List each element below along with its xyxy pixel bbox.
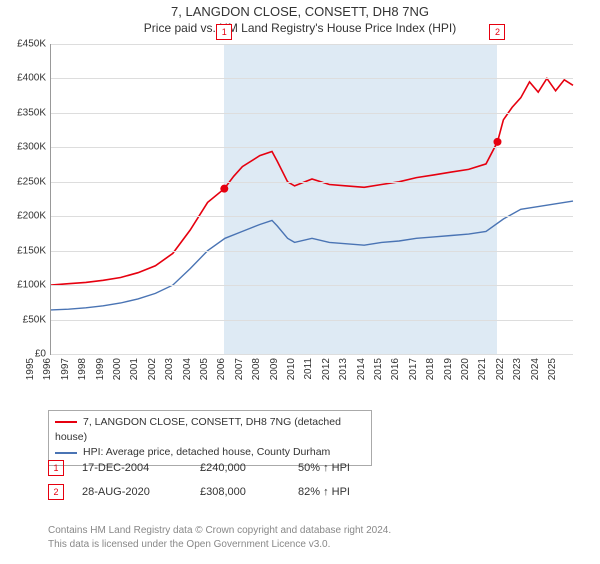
y-tick-label: £350K	[2, 107, 46, 118]
sale-pct: 82% ↑ HPI	[298, 486, 350, 498]
gridline	[51, 251, 573, 252]
plot-area: 12	[50, 44, 573, 355]
sale-row: 1 17-DEC-2004 £240,000 50% ↑ HPI	[48, 460, 350, 476]
chart: 12 £0£50K£100K£150K£200K£250K£300K£350K£…	[0, 38, 600, 408]
gridline	[51, 44, 573, 45]
y-tick-label: £250K	[2, 176, 46, 187]
gridline	[51, 354, 573, 355]
sale-dot	[493, 138, 501, 146]
sale-dot	[220, 185, 228, 193]
gridline	[51, 285, 573, 286]
legend-swatch	[55, 452, 77, 454]
sale-marker-icon: 2	[48, 484, 64, 500]
x-tick-label: 2025	[547, 358, 597, 380]
sale-price: £240,000	[200, 462, 280, 474]
footer-line1: Contains HM Land Registry data © Crown c…	[48, 524, 391, 538]
y-tick-label: £450K	[2, 39, 46, 50]
legend-label: 7, LANGDON CLOSE, CONSETT, DH8 7NG (deta…	[55, 416, 341, 443]
sale-date: 17-DEC-2004	[82, 462, 182, 474]
y-tick-label: £200K	[2, 211, 46, 222]
gridline	[51, 113, 573, 114]
sale-tag: 1	[216, 24, 232, 40]
y-tick-label: £50K	[2, 314, 46, 325]
legend: 7, LANGDON CLOSE, CONSETT, DH8 7NG (deta…	[48, 410, 372, 466]
sale-date: 28-AUG-2020	[82, 486, 182, 498]
sale-row: 2 28-AUG-2020 £308,000 82% ↑ HPI	[48, 484, 350, 500]
sale-price: £308,000	[200, 486, 280, 498]
gridline	[51, 216, 573, 217]
y-tick-label: £150K	[2, 245, 46, 256]
footer-line2: This data is licensed under the Open Gov…	[48, 538, 391, 552]
series-line	[51, 201, 573, 310]
chart-title: 7, LANGDON CLOSE, CONSETT, DH8 7NG	[0, 4, 600, 19]
legend-swatch	[55, 421, 77, 423]
gridline	[51, 147, 573, 148]
y-tick-label: £300K	[2, 142, 46, 153]
chart-subtitle: Price paid vs. HM Land Registry's House …	[0, 21, 600, 35]
legend-item: 7, LANGDON CLOSE, CONSETT, DH8 7NG (deta…	[55, 415, 365, 445]
gridline	[51, 320, 573, 321]
sale-pct: 50% ↑ HPI	[298, 462, 350, 474]
y-tick-label: £400K	[2, 73, 46, 84]
gridline	[51, 182, 573, 183]
sale-tag: 2	[489, 24, 505, 40]
footer-attribution: Contains HM Land Registry data © Crown c…	[48, 524, 391, 551]
sale-marker-icon: 1	[48, 460, 64, 476]
legend-label: HPI: Average price, detached house, Coun…	[83, 446, 330, 458]
chart-lines	[51, 44, 573, 354]
gridline	[51, 78, 573, 79]
y-tick-label: £100K	[2, 280, 46, 291]
legend-item: HPI: Average price, detached house, Coun…	[55, 445, 365, 460]
